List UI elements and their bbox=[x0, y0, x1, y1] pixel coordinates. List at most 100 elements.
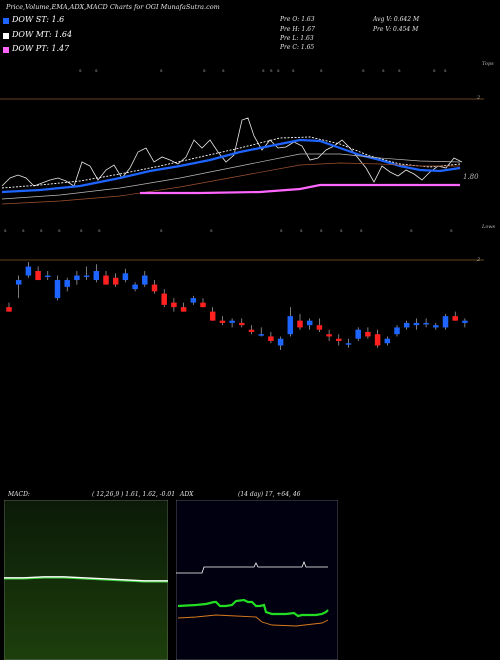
low-marker: s bbox=[160, 228, 163, 234]
candle-up bbox=[355, 329, 361, 339]
low-marker: s bbox=[360, 228, 363, 234]
price-line bbox=[1, 117, 463, 187]
adx-params: (14 day) 17, +64, 46 bbox=[238, 491, 301, 498]
tops-label: Tops bbox=[482, 61, 494, 67]
candle-down bbox=[297, 320, 303, 328]
low-marker: s bbox=[40, 228, 43, 234]
top-marker: s bbox=[292, 68, 295, 74]
low-marker: s bbox=[300, 228, 303, 234]
candle-down bbox=[268, 336, 274, 341]
legend-swatch-pt bbox=[3, 47, 9, 53]
top-marker: s bbox=[262, 68, 265, 74]
top-marker: s bbox=[277, 68, 280, 74]
low-marker: s bbox=[98, 228, 101, 234]
ema-mid-line bbox=[1, 136, 461, 189]
ema-long-band-upper bbox=[1, 153, 461, 200]
top-marker: s bbox=[433, 68, 436, 74]
candle-up bbox=[394, 327, 400, 335]
price-level-label: 1.80 bbox=[463, 173, 479, 181]
candle-down bbox=[336, 338, 342, 341]
candle-up bbox=[93, 271, 100, 281]
low-marker: s bbox=[58, 228, 61, 234]
candle-down bbox=[200, 302, 206, 308]
stat-pre-close: Pre C: 1.65 bbox=[280, 44, 315, 51]
top-marker: s bbox=[79, 68, 82, 74]
stat-pre-low: Pre L: 1.63 bbox=[280, 35, 314, 42]
candle-down bbox=[209, 311, 216, 321]
legend-dow-st: DOW ST: 1.6 bbox=[12, 15, 65, 24]
top-marker: s bbox=[95, 68, 98, 74]
adx-panel bbox=[176, 500, 338, 660]
legend-swatch-st bbox=[3, 18, 9, 24]
top-marker: s bbox=[320, 68, 323, 74]
macd-line bbox=[4, 577, 168, 583]
candle-down bbox=[326, 334, 332, 337]
candle-up bbox=[384, 338, 391, 344]
top-marker: s bbox=[398, 68, 401, 74]
candle-up bbox=[287, 316, 294, 335]
candle-up bbox=[54, 280, 61, 299]
ema-short-line bbox=[1, 138, 461, 194]
adx-minus-di-line bbox=[177, 614, 329, 627]
candle-up bbox=[74, 275, 80, 281]
top-marker: s bbox=[444, 68, 447, 74]
candle-up bbox=[442, 316, 449, 328]
candle-up bbox=[132, 284, 138, 290]
candle-down bbox=[161, 293, 167, 305]
low-marker: s bbox=[410, 228, 413, 234]
adx-label: ADX bbox=[180, 491, 194, 498]
candle-down bbox=[103, 275, 109, 285]
candle-down bbox=[248, 329, 255, 332]
candle-up bbox=[142, 275, 148, 285]
candle-up bbox=[306, 320, 313, 326]
ema-pt-line bbox=[140, 183, 460, 195]
candle-down bbox=[316, 325, 323, 330]
macd-background bbox=[4, 500, 168, 660]
upper-level-label: 2 bbox=[477, 95, 481, 101]
candle-down bbox=[35, 271, 41, 281]
low-marker: s bbox=[340, 228, 343, 234]
adx-plus-di-line bbox=[176, 560, 328, 574]
low-marker: s bbox=[22, 228, 25, 234]
legend-swatch-mt bbox=[3, 33, 9, 39]
candle-up bbox=[122, 273, 129, 281]
candle-up bbox=[190, 298, 197, 303]
candle-up bbox=[413, 322, 420, 326]
lower-level-label: 2 bbox=[477, 257, 481, 263]
candle-up bbox=[45, 275, 51, 278]
ema-lines bbox=[1, 117, 463, 205]
low-marker: s bbox=[320, 228, 323, 234]
top-marker: s bbox=[203, 68, 206, 74]
low-marker: s bbox=[280, 228, 283, 234]
stat-pre-high: Pre H: 1.67 bbox=[280, 26, 315, 33]
top-marker: s bbox=[362, 68, 365, 74]
candle-up bbox=[277, 338, 284, 346]
candle-up bbox=[15, 280, 22, 285]
top-marker: s bbox=[222, 68, 225, 74]
stat-pre-volume: Pre V: 0.454 M bbox=[373, 26, 419, 33]
legend-dow-mt: DOW MT: 1.64 bbox=[12, 30, 73, 39]
candle-down bbox=[374, 334, 381, 346]
candle-up bbox=[229, 320, 235, 323]
candle-down bbox=[452, 316, 458, 321]
candle-down bbox=[151, 284, 158, 292]
macd-signal-line bbox=[4, 576, 168, 582]
candle-up bbox=[423, 322, 429, 325]
candle-down bbox=[219, 320, 226, 323]
candle-up bbox=[64, 280, 70, 287]
adx-background bbox=[176, 500, 338, 660]
candle-up bbox=[345, 343, 352, 345]
candle-down bbox=[171, 302, 177, 308]
ema-long-band-lower bbox=[1, 162, 460, 205]
candles-group: s s s s s s s s s s s s s s s s s s s s s s s s s s s s s s bbox=[4, 68, 468, 350]
candle-up bbox=[403, 322, 410, 328]
candle-down bbox=[6, 307, 12, 312]
candle-down bbox=[239, 322, 245, 326]
adx-line bbox=[177, 598, 329, 618]
top-marker: s bbox=[382, 68, 385, 74]
candle-up bbox=[462, 320, 468, 323]
macd-params: ( 12,26,9 ) 1.61, 1.62, -0.01 bbox=[92, 491, 176, 498]
stat-pre-open: Pre O: 1.63 bbox=[280, 16, 315, 23]
chart-title: Price,Volume,EMA,ADX,MACD Charts for OGI… bbox=[6, 3, 220, 11]
